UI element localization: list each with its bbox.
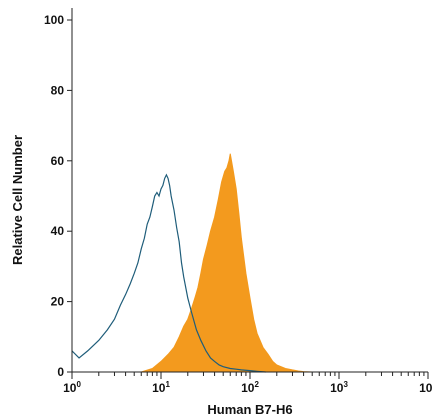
y-tick-label: 40 <box>51 224 65 238</box>
y-tick-label: 80 <box>51 83 65 97</box>
x-tick-exponent: 2 <box>254 380 259 389</box>
x-tick-label: 103 <box>330 380 348 395</box>
y-tick-label: 100 <box>44 13 64 27</box>
x-tick-base: 10 <box>419 381 432 395</box>
x-tick-base: 10 <box>330 381 344 395</box>
x-tick-base: 10 <box>241 381 255 395</box>
x-axis-title: Human B7-H6 <box>207 402 292 417</box>
y-tick-label: 20 <box>51 295 65 309</box>
x-tick-label: 102 <box>241 380 259 395</box>
filled-histogram-series <box>141 153 313 373</box>
x-tick-exponent: 3 <box>343 380 348 389</box>
x-tick-base: 10 <box>152 381 166 395</box>
y-axis-title: Relative Cell Number <box>10 135 25 265</box>
x-tick-exponent: 0 <box>76 380 81 389</box>
y-tick-label: 60 <box>51 154 65 168</box>
x-tick-base: 10 <box>63 381 77 395</box>
series-layer <box>71 153 313 373</box>
x-tick-exponent: 1 <box>165 380 170 389</box>
y-axis-ticks: 0 20 40 60 80 100 <box>44 13 72 379</box>
y-tick-label: 0 <box>57 365 64 379</box>
x-tick-label: 104 <box>419 380 432 395</box>
outline-histogram-series <box>71 173 266 373</box>
x-tick-label: 101 <box>152 380 170 395</box>
x-axis-ticks: 100101102103104 <box>63 372 432 395</box>
x-tick-label: 100 <box>63 380 81 395</box>
